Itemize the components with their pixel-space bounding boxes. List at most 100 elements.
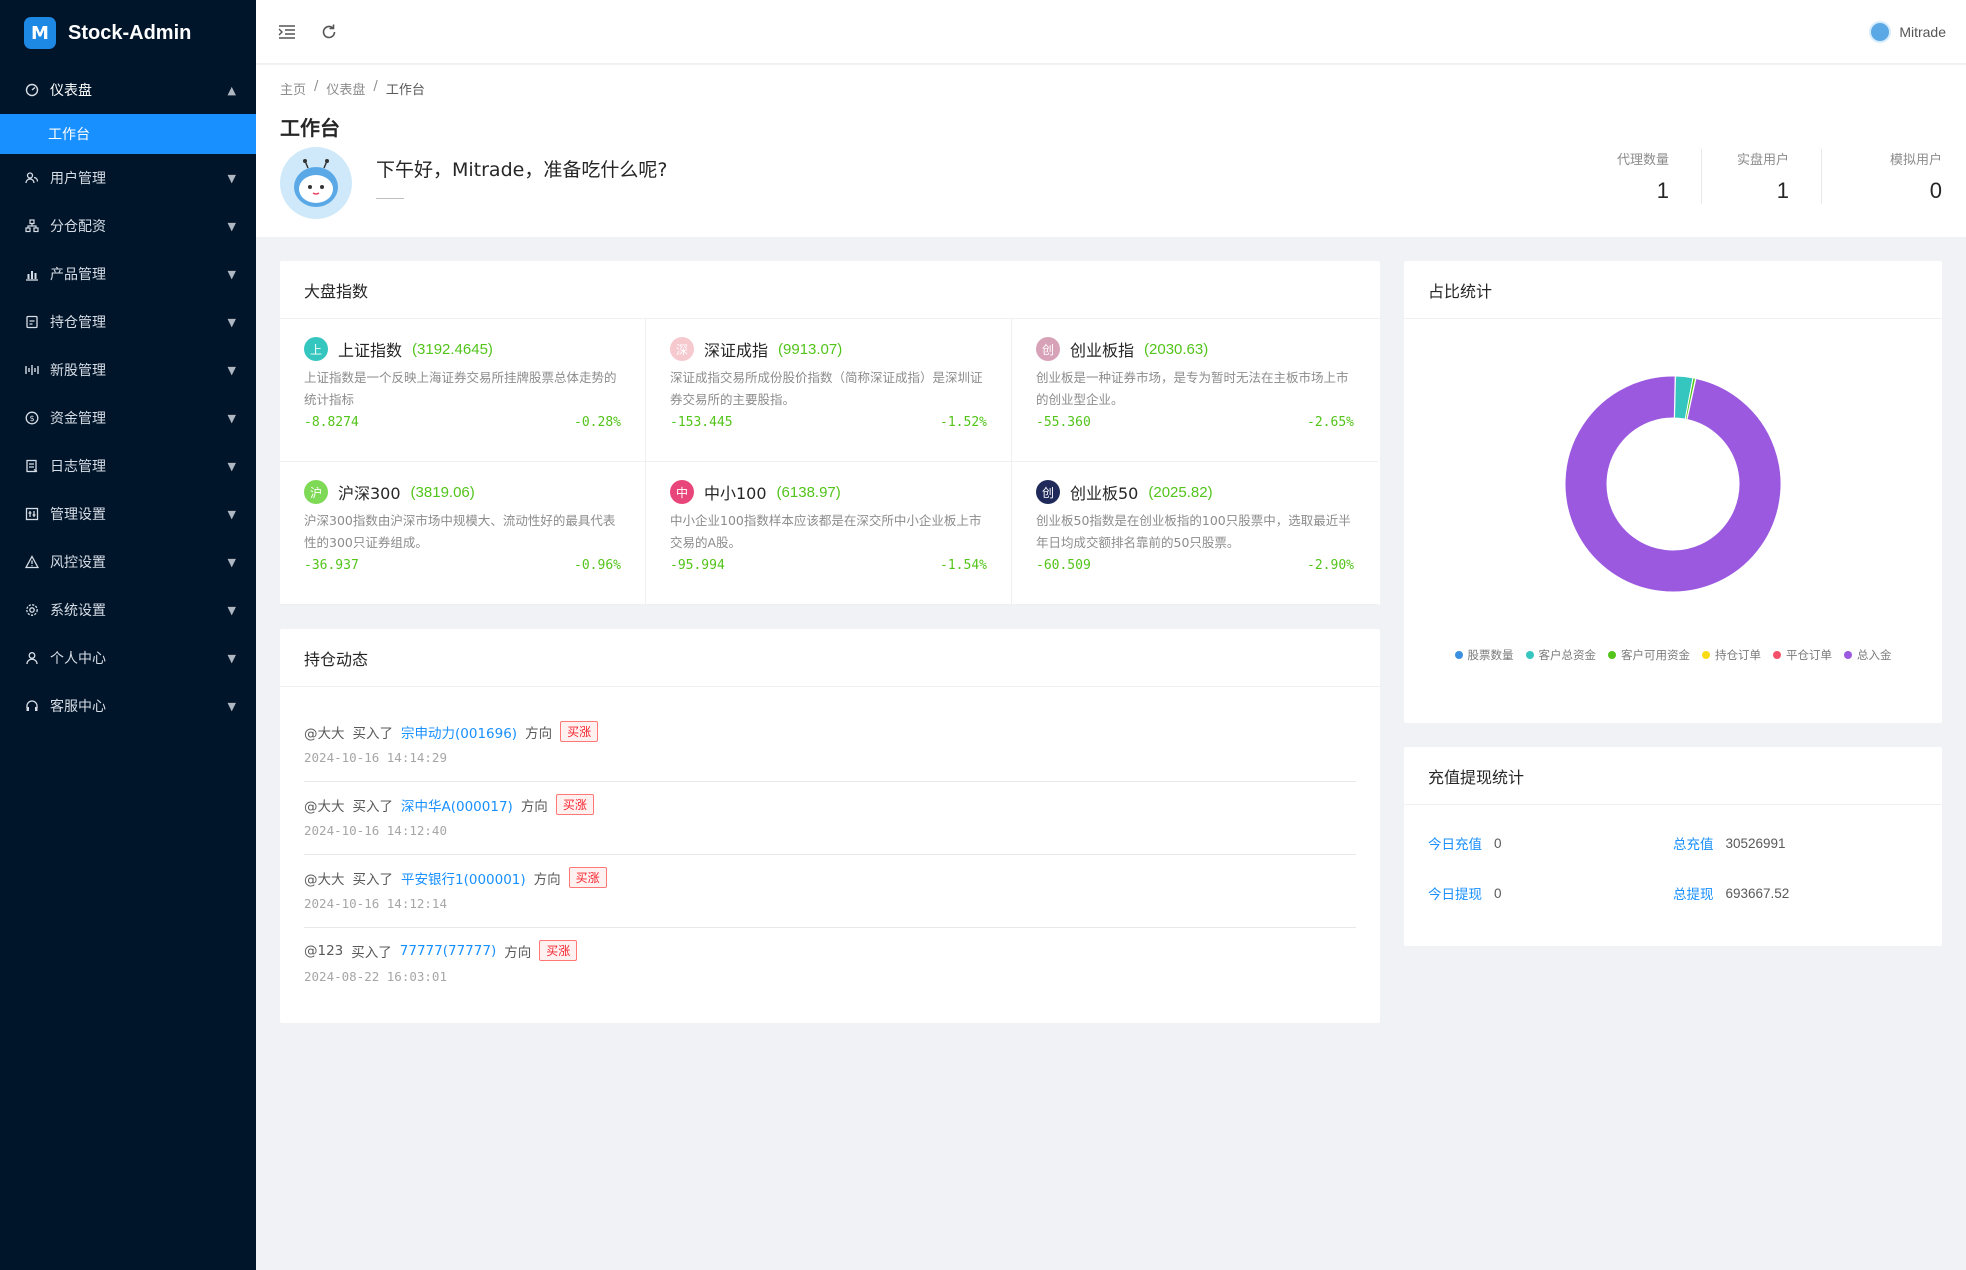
legend-item[interactable]: 客户总资金 xyxy=(1525,647,1597,663)
sidebar-item-logs[interactable]: 日志管理 ▼ xyxy=(0,442,256,490)
index-card[interactable]: 创 创业板50 (2025.82) 创业板50指数是在创业板指的100只股票中，… xyxy=(1012,462,1378,605)
legend-label: 客户总资金 xyxy=(1538,648,1597,662)
legend-dot xyxy=(1702,651,1710,659)
rc-value: 693667.52 xyxy=(1725,885,1790,901)
index-footer: -153.445 -1.52% xyxy=(670,415,987,430)
index-card[interactable]: 创 创业板指 (2030.63) 创业板是一种证券市场，是专为暂时无法在主板市场… xyxy=(1012,319,1378,462)
hold-line: @大大 买入了 深中华A(000017) 方向 买涨 xyxy=(304,794,1356,815)
user-menu[interactable]: Mitrade xyxy=(1869,20,1946,43)
stats-group: 代理数量 1 实盘用户 1 模拟用户 0 xyxy=(1582,149,1942,204)
donut-slice-5[interactable] xyxy=(1564,375,1782,593)
hold-line: @123 买入了 77777(77777) 方向 买涨 xyxy=(304,940,1356,961)
sidebar-item-label: 分仓配资 xyxy=(50,219,106,235)
greeting-text: 下午好，Mitrade，准备吃什么呢? xyxy=(376,159,668,181)
svg-text:$: $ xyxy=(29,414,34,423)
stat-value: 0 xyxy=(1929,178,1942,203)
rc-label[interactable]: 今日充值 xyxy=(1428,837,1482,853)
donut-chart[interactable] xyxy=(1404,319,1942,609)
hold-user: @大大 xyxy=(304,725,345,742)
chevron-down-icon: ▼ xyxy=(227,459,236,473)
sidebar-item-label: 持仓管理 xyxy=(50,315,106,331)
hold-line: @大大 买入了 宗申动力(001696) 方向 买涨 xyxy=(304,721,1356,742)
money-icon: $ xyxy=(24,410,40,426)
greeting-divider xyxy=(376,198,404,199)
hold-line: @大大 买入了 平安银行1(000001) 方向 买涨 xyxy=(304,867,1356,888)
sidebar-item-label: 用户管理 xyxy=(50,171,106,187)
index-description: 创业板50指数是在创业板指的100只股票中，选取最近半年日均成交额排名靠前的50… xyxy=(1036,513,1351,550)
position-icon xyxy=(24,314,40,330)
today-withdraw: 今日提现 0 xyxy=(1428,883,1673,904)
sidebar-item-admin-settings[interactable]: 管理设置 ▼ xyxy=(0,490,256,538)
index-percent: -1.54% xyxy=(940,558,987,573)
stat-label: 代理数量 xyxy=(1616,153,1669,168)
hold-action: 买入了 xyxy=(351,944,392,961)
menu-fold-icon[interactable] xyxy=(276,21,298,43)
stock-link[interactable]: 深中华A(000017) xyxy=(401,798,513,815)
legend-label: 客户可用资金 xyxy=(1621,648,1690,662)
sidebar-item-profile[interactable]: 个人中心 ▼ xyxy=(0,634,256,682)
index-change: -8.8274 xyxy=(304,415,359,430)
sidebar-item-users[interactable]: 用户管理 ▼ xyxy=(0,154,256,202)
holdings-list: @大大 买入了 宗申动力(001696) 方向 买涨 2024-10-16 14… xyxy=(280,687,1380,1001)
legend-item[interactable]: 持仓订单 xyxy=(1702,647,1761,663)
log-icon xyxy=(24,458,40,474)
chevron-down-icon: ▼ xyxy=(227,315,236,329)
rc-label[interactable]: 总充值 xyxy=(1673,837,1714,853)
rc-label[interactable]: 今日提现 xyxy=(1428,887,1482,903)
stock-link[interactable]: 平安银行1(000001) xyxy=(401,871,526,888)
chevron-down-icon: ▼ xyxy=(227,267,236,281)
brand-logo-icon: M xyxy=(24,17,56,49)
sidebar-item-funds[interactable]: $ 资金管理 ▼ xyxy=(0,394,256,442)
sidebar-item-risk[interactable]: 风控设置 ▼ xyxy=(0,538,256,586)
sidebar-subitem-workbench[interactable]: 工作台 xyxy=(0,114,256,154)
chevron-down-icon: ▼ xyxy=(227,411,236,425)
brand[interactable]: M Stock-Admin xyxy=(0,0,256,66)
index-head: 中 中小100 (6138.97) xyxy=(670,480,987,504)
breadcrumb-home[interactable]: 主页 xyxy=(280,83,307,98)
hold-action: 买入了 xyxy=(352,725,394,742)
top-header: Mitrade xyxy=(256,0,1966,64)
recharge-stats-card: 充值提现统计 今日充值 0 总充值 30526991 今日提现 0 总提现 69… xyxy=(1404,747,1942,946)
index-head: 沪 沪深300 (3819.06) xyxy=(304,480,621,504)
legend-item[interactable]: 股票数量 xyxy=(1454,647,1514,663)
refresh-icon[interactable] xyxy=(318,21,340,43)
cluster-icon xyxy=(24,218,40,234)
user-icon xyxy=(24,650,40,666)
index-value: (2030.63) xyxy=(1144,340,1209,358)
legend-item[interactable]: 平仓订单 xyxy=(1773,647,1832,663)
sidebar-item-dashboard[interactable]: 仪表盘 ▲ xyxy=(0,66,256,114)
index-card[interactable]: 沪 沪深300 (3819.06) 沪深300指数由沪深市场中规模大、流动性好的… xyxy=(280,462,646,605)
index-card[interactable]: 上 上证指数 (3192.4645) 上证指数是一个反映上海证券交易所挂牌股票总… xyxy=(280,319,646,462)
sidebar-item-ipo[interactable]: 新股管理 ▼ xyxy=(0,346,256,394)
index-description: 中小企业100指数样本应该都是在深交所中小企业板上市交易的A股。 xyxy=(670,513,982,550)
stock-link[interactable]: 宗申动力(001696) xyxy=(401,725,518,742)
chevron-down-icon: ▼ xyxy=(227,219,236,233)
sidebar-item-products[interactable]: 产品管理 ▼ xyxy=(0,250,256,298)
warning-icon xyxy=(24,554,40,570)
sidebar-item-system[interactable]: 系统设置 ▼ xyxy=(0,586,256,634)
index-change: -55.360 xyxy=(1036,415,1091,430)
rc-label[interactable]: 总提现 xyxy=(1673,887,1714,903)
breadcrumb-dashboard[interactable]: 仪表盘 xyxy=(326,83,366,98)
gear-icon xyxy=(24,602,40,618)
sidebar-item-positions[interactable]: 持仓管理 ▼ xyxy=(0,298,256,346)
legend-label: 平仓订单 xyxy=(1786,648,1832,662)
index-card[interactable]: 中 中小100 (6138.97) 中小企业100指数样本应该都是在深交所中小企… xyxy=(646,462,1012,605)
stat-label: 实盘用户 xyxy=(1736,153,1789,168)
sidebar-item-label: 日志管理 xyxy=(50,459,106,475)
stock-link[interactable]: 77777(77777) xyxy=(399,942,497,959)
index-percent: -2.90% xyxy=(1307,558,1354,573)
chevron-down-icon: ▼ xyxy=(227,651,236,665)
index-head: 深 深证成指 (9913.07) xyxy=(670,337,987,361)
sidebar-item-support[interactable]: 客服中心 ▼ xyxy=(0,682,256,730)
chevron-down-icon: ▼ xyxy=(227,603,236,617)
sidebar-item-label: 新股管理 xyxy=(50,363,106,379)
sidebar: M Stock-Admin 仪表盘 ▲ 工作台 用户管理 ▼ 分仓配资 ▼ xyxy=(0,0,256,1270)
legend-label: 股票数量 xyxy=(1467,648,1514,662)
legend-item[interactable]: 客户可用资金 xyxy=(1608,647,1690,663)
index-card[interactable]: 深 深证成指 (9913.07) 深证成指交易所成份股价指数（简称深证成指）是深… xyxy=(646,319,1012,462)
legend-item[interactable]: 总入金 xyxy=(1844,647,1892,663)
breadcrumb-separator: / xyxy=(314,79,319,94)
admin-settings-icon xyxy=(24,506,40,522)
sidebar-item-allocation[interactable]: 分仓配资 ▼ xyxy=(0,202,256,250)
